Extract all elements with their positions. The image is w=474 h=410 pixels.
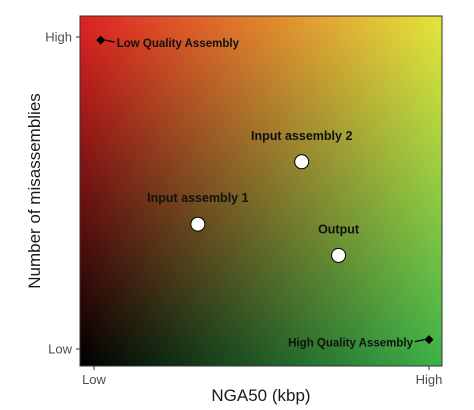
annotation-label: High Quality Assembly <box>288 338 413 350</box>
annotation-label: Low Quality Assembly <box>117 38 240 50</box>
axes: Low High Low High <box>45 30 442 388</box>
annotation-pointer-line <box>105 39 115 43</box>
plot-border <box>79 15 443 367</box>
x-tick-label: High <box>416 372 443 387</box>
annotation-diamond-marker <box>424 335 434 345</box>
x-axis-title: NGA50 (kbp) <box>211 386 310 405</box>
y-tick-label: Low <box>48 342 72 357</box>
annotation-diamond-marker <box>96 35 106 45</box>
plot-area <box>79 15 443 367</box>
data-point <box>331 247 347 263</box>
data-point-label: Input assembly 1 <box>147 191 248 205</box>
y-axis-title: Number of misassemblies <box>25 93 44 289</box>
data-point <box>294 154 310 170</box>
x-tick-label: Low <box>82 372 106 387</box>
data-point-label: Input assembly 2 <box>251 129 352 143</box>
annotation-pointer-line <box>414 339 425 343</box>
gradient-background-top <box>80 16 442 366</box>
data-point-label: Output <box>318 222 360 236</box>
data-point <box>190 216 206 232</box>
y-tick-label: High <box>45 30 72 45</box>
marks: Low Quality Assembly High Quality Assembl… <box>96 35 434 350</box>
